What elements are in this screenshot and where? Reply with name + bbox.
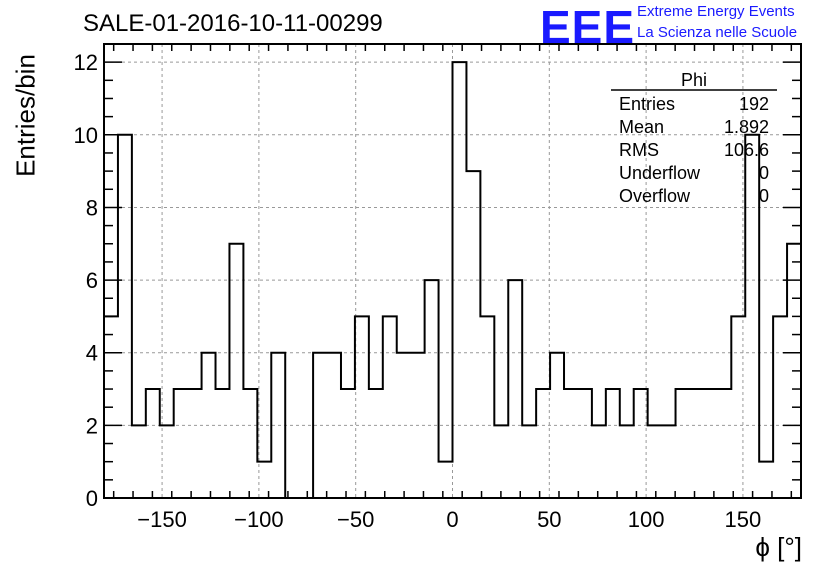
histogram-bin (536, 389, 550, 498)
x-tick-label: 0 (446, 507, 458, 532)
histogram-bin (271, 353, 285, 498)
histogram-bin (759, 462, 773, 498)
histogram-bin (522, 425, 536, 498)
y-tick-label: 2 (86, 413, 98, 438)
y-tick-label: 8 (86, 195, 98, 220)
histogram-bin (383, 316, 397, 498)
histogram-bin (229, 244, 243, 498)
y-tick-label: 10 (74, 123, 98, 148)
x-tick-label: −100 (234, 507, 284, 532)
histogram-bin (564, 389, 578, 498)
stats-row-value: 1.892 (724, 117, 769, 137)
histogram-bin (634, 389, 648, 498)
histogram-bin (648, 425, 662, 498)
y-tick-label: 12 (74, 50, 98, 75)
histogram-bin (620, 425, 634, 498)
stats-row-label: Underflow (619, 163, 701, 183)
histogram-bin (369, 389, 383, 498)
x-tick-label: −50 (337, 507, 374, 532)
histogram-bin (397, 353, 411, 498)
histogram-bin (676, 389, 690, 498)
histogram-bin (466, 171, 480, 498)
histogram-bin (188, 389, 202, 498)
histogram-bin (703, 389, 717, 498)
stats-row-label: Entries (619, 94, 675, 114)
histogram-bin (662, 425, 676, 498)
chart-title: SALE-01-2016-10-11-00299 (83, 10, 383, 37)
histogram-bin (202, 353, 216, 498)
histogram-bin (355, 316, 369, 498)
plot-frame (103, 43, 802, 499)
histogram-bin (606, 389, 620, 498)
x-tick-label: 100 (628, 507, 665, 532)
histogram-bin (174, 389, 188, 498)
histogram-bin (160, 425, 174, 498)
histogram-bin (439, 462, 453, 498)
x-axis-label: ϕ [°] (755, 532, 802, 562)
x-tick-label: −150 (137, 507, 187, 532)
histogram-bin (132, 425, 146, 498)
y-tick-label: 4 (86, 341, 98, 366)
stats-row-value: 106.6 (724, 140, 769, 160)
stats-row-value: 0 (759, 186, 769, 206)
y-tick-label: 6 (86, 268, 98, 293)
histogram-bin (411, 353, 425, 498)
stats-row-value: 0 (759, 163, 769, 183)
y-tick-label: 0 (86, 486, 98, 511)
histogram-bin (341, 389, 355, 498)
stats-row-label: Mean (619, 117, 664, 137)
histogram-bin (578, 389, 592, 498)
logo-text-line1: Extreme Energy Events (637, 3, 795, 20)
histogram-bin (731, 316, 745, 498)
histogram-bin (717, 389, 731, 498)
histogram-bin (494, 425, 508, 498)
histogram-bin (243, 389, 257, 498)
histogram-bin (453, 62, 467, 498)
histogram-bin (508, 280, 522, 498)
histogram-bin (146, 389, 160, 498)
stats-row-label: RMS (619, 140, 659, 160)
histogram-bin (689, 389, 703, 498)
logo-text-line2: La Scienza nelle Scuole (637, 24, 798, 41)
histogram-bin (313, 353, 327, 498)
histogram-bin (216, 389, 230, 498)
stats-box-title: Phi (681, 70, 707, 90)
histogram-bin (327, 353, 341, 498)
histogram-outline (104, 61, 801, 499)
x-tick-label: 50 (537, 507, 561, 532)
stats-row-value: 192 (739, 94, 769, 114)
histogram-bin (425, 280, 439, 498)
histogram-bin (550, 353, 564, 498)
histogram-bin (773, 316, 787, 498)
x-tick-label: 150 (725, 507, 762, 532)
histogram-bin (480, 316, 494, 498)
histogram-bin (118, 135, 132, 498)
histogram-bin (592, 425, 606, 498)
histogram-bin (745, 135, 759, 498)
stats-row-label: Overflow (619, 186, 691, 206)
